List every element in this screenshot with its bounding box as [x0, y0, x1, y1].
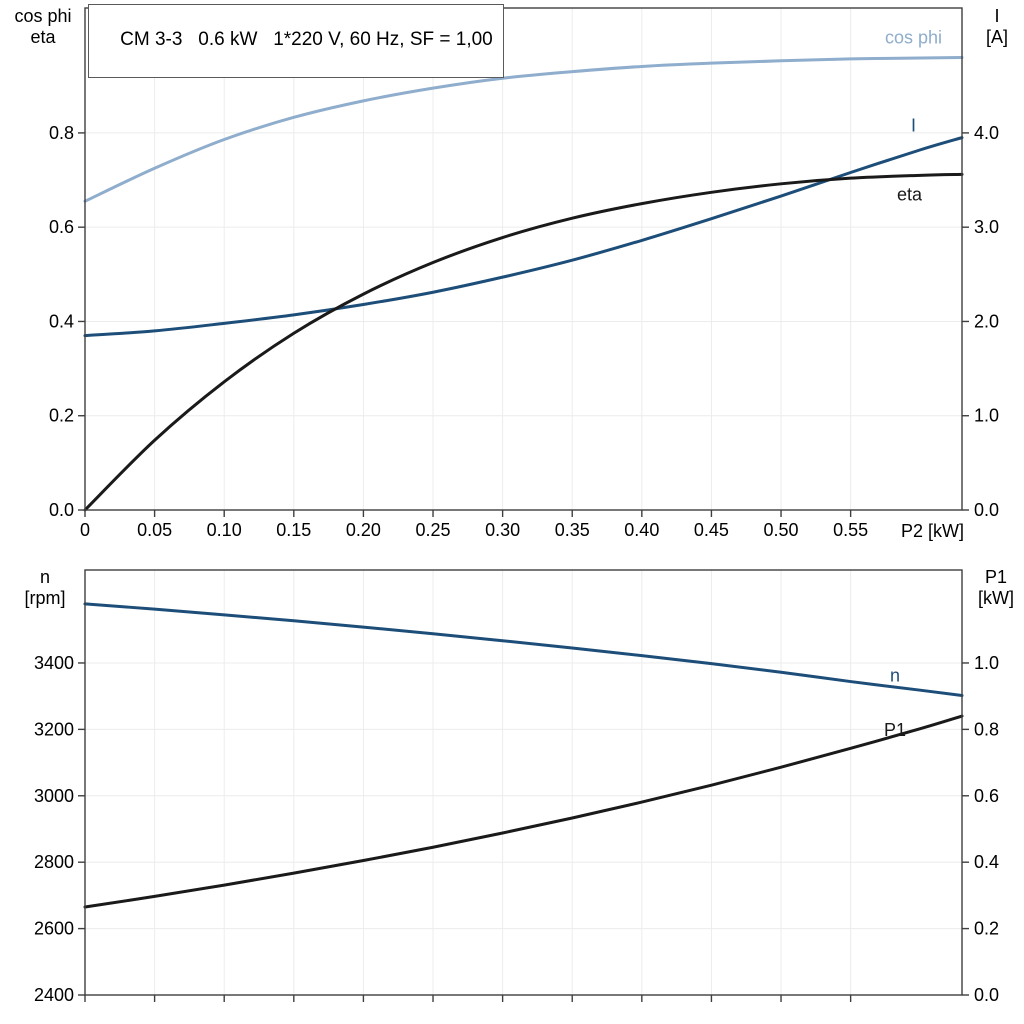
left-tick-label: 3200: [34, 719, 74, 739]
current-curve: [83, 136, 964, 338]
right-tick-label: 4.0: [974, 123, 999, 143]
eta-curve-label: eta: [897, 184, 923, 204]
right-tick-label: 2.0: [974, 311, 999, 331]
left-tick-label: 3000: [34, 786, 74, 806]
axis-title-line: eta: [30, 27, 56, 47]
x-tick-label: 0.45: [694, 520, 729, 540]
left-tick-label: 0.0: [49, 500, 74, 520]
right-tick-label: 0.2: [974, 919, 999, 939]
right-tick-label: 3.0: [974, 217, 999, 237]
plot-border: [84, 569, 963, 996]
right-tick-label: 0.4: [974, 852, 999, 872]
left-tick-label: 0.4: [49, 311, 74, 331]
left-tick-label: 2800: [34, 852, 74, 872]
cos-phi-curve-label: cos phi: [885, 27, 942, 47]
axis-title-line: n: [39, 567, 50, 587]
x-tick-label: 0.40: [624, 520, 659, 540]
x-tick-label: 0.10: [207, 520, 242, 540]
left-tick-label: 2400: [34, 985, 74, 1005]
axis-title-line: P1: [984, 567, 1008, 587]
x-tick-label: 0.20: [346, 520, 381, 540]
current-curve-label: I: [911, 116, 916, 136]
axis-title-line: I: [994, 6, 1000, 26]
axis-title-line: [A]: [985, 27, 1008, 47]
p1-curve-label: P1: [884, 720, 906, 740]
right-tick-label: 0.8: [974, 719, 999, 739]
x-tick-label: 0.30: [485, 520, 520, 540]
left-tick-label: 0.6: [49, 217, 74, 237]
axis-title-line: cos phi: [14, 6, 72, 26]
right-tick-label: 1.0: [974, 406, 999, 426]
eta-curve: [83, 172, 964, 512]
speed-curve-label: n: [890, 666, 900, 686]
left-tick-label: 0.8: [49, 123, 74, 143]
speed-curve: [83, 602, 964, 698]
right-tick-label: 1.0: [974, 653, 999, 673]
left-tick-label: 3400: [34, 653, 74, 673]
axis-title-line: [kW]: [978, 588, 1014, 608]
left-tick-label: 0.2: [49, 406, 74, 426]
axis-title-line: [rpm]: [24, 588, 66, 608]
x-tick-label: 0.05: [137, 520, 172, 540]
x-tick-label: 0.50: [764, 520, 799, 540]
p1-curve: [83, 714, 964, 909]
x-tick-label: 0.55: [833, 520, 868, 540]
cos-phi-curve: [83, 55, 964, 203]
top-left-axis-title: cos phi eta: [4, 6, 82, 48]
chart-title: CM 3-3 0.6 kW 1*220 V, 60 Hz, SF = 1,00: [120, 29, 493, 50]
right-tick-label: 0.0: [974, 985, 999, 1005]
x-tick-label: 0.35: [555, 520, 590, 540]
right-tick-label: 0.6: [974, 786, 999, 806]
x-tick-label: 0.25: [415, 520, 450, 540]
plot-border: [84, 7, 963, 511]
x-tick-label: 0: [80, 520, 90, 540]
x-axis-label: P2 [kW]: [900, 521, 964, 541]
bottom-right-axis-title: P1 [kW]: [970, 567, 1022, 609]
bottom-left-axis-title: n [rpm]: [4, 567, 86, 609]
top-right-axis-title: I [A]: [972, 6, 1022, 48]
x-tick-label: 0.15: [276, 520, 311, 540]
chart-title-box: CM 3-3 0.6 kW 1*220 V, 60 Hz, SF = 1,00: [88, 4, 504, 78]
left-tick-label: 2600: [34, 919, 74, 939]
right-tick-label: 0.0: [974, 500, 999, 520]
